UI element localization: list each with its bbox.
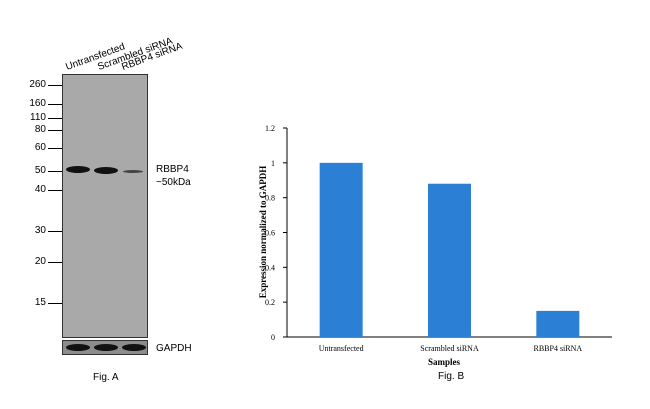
y-tick-label-0.4: 0.4 xyxy=(265,263,275,272)
mw-tick-30 xyxy=(48,231,62,232)
mw-tick-110 xyxy=(48,118,62,119)
mw-marker-260: 260 xyxy=(29,79,46,90)
gapdh-label: GAPDH xyxy=(156,343,192,354)
mw-marker-80: 80 xyxy=(34,124,46,135)
mw-marker-60: 60 xyxy=(34,142,46,153)
y-tick-label-0.8: 0.8 xyxy=(265,194,275,203)
band-scrambled-sirna xyxy=(94,167,118,174)
bar-rbbp4-sirna xyxy=(536,310,580,337)
mw-marker-160: 160 xyxy=(29,98,46,109)
y-tick-label-0.6: 0.6 xyxy=(265,229,275,238)
gapdh-blot-strip xyxy=(62,340,148,355)
y-tick-label-1.2: 1.2 xyxy=(265,124,275,133)
mw-marker-110: 110 xyxy=(30,112,46,123)
fig-a-caption: Fig. A xyxy=(93,372,119,383)
mw-tick-60 xyxy=(48,148,62,149)
mw-tick-80 xyxy=(48,130,62,131)
mw-marker-40: 40 xyxy=(34,184,46,195)
x-tick-label-untransfected: Untransfected xyxy=(319,344,364,353)
mw-marker-15: 15 xyxy=(34,297,46,308)
x-axis-title: Samples xyxy=(428,357,461,367)
x-tick-label-scrambled-sirna: Scrambled siRNA xyxy=(420,344,479,353)
blot-membrane xyxy=(62,74,148,338)
y-tick-label-0.2: 0.2 xyxy=(265,298,275,307)
bar-scrambled-sirna xyxy=(428,183,471,337)
mw-tick-20 xyxy=(48,262,62,263)
target-label-size: ~50kDa xyxy=(156,177,191,188)
gapdh-band-scrambled-sirna xyxy=(94,344,118,351)
mw-tick-15 xyxy=(48,303,62,304)
target-label-name: RBBP4 xyxy=(156,164,189,175)
y-axis-title: Expression normalized to GAPDH xyxy=(258,165,268,299)
fig-b-caption: Fig. B xyxy=(438,371,465,382)
mw-tick-260 xyxy=(48,85,62,86)
mw-marker-20: 20 xyxy=(34,256,46,267)
y-tick-label-1: 1 xyxy=(271,159,275,168)
mw-marker-30: 30 xyxy=(34,225,46,236)
x-tick-label-rbbp4-sirna: RBBP4 siRNA xyxy=(533,344,582,353)
mw-tick-50 xyxy=(48,171,62,172)
gapdh-band-rbbp4-sirna xyxy=(122,344,146,351)
band-rbbp4-sirna xyxy=(123,170,143,173)
gapdh-band-untransfected xyxy=(66,344,90,351)
band-untransfected xyxy=(66,166,90,173)
y-tick-label-0: 0 xyxy=(271,333,275,342)
bar-untransfected xyxy=(319,162,363,337)
mw-marker-50: 50 xyxy=(34,165,46,176)
mw-tick-40 xyxy=(48,190,62,191)
mw-tick-160 xyxy=(48,104,62,105)
